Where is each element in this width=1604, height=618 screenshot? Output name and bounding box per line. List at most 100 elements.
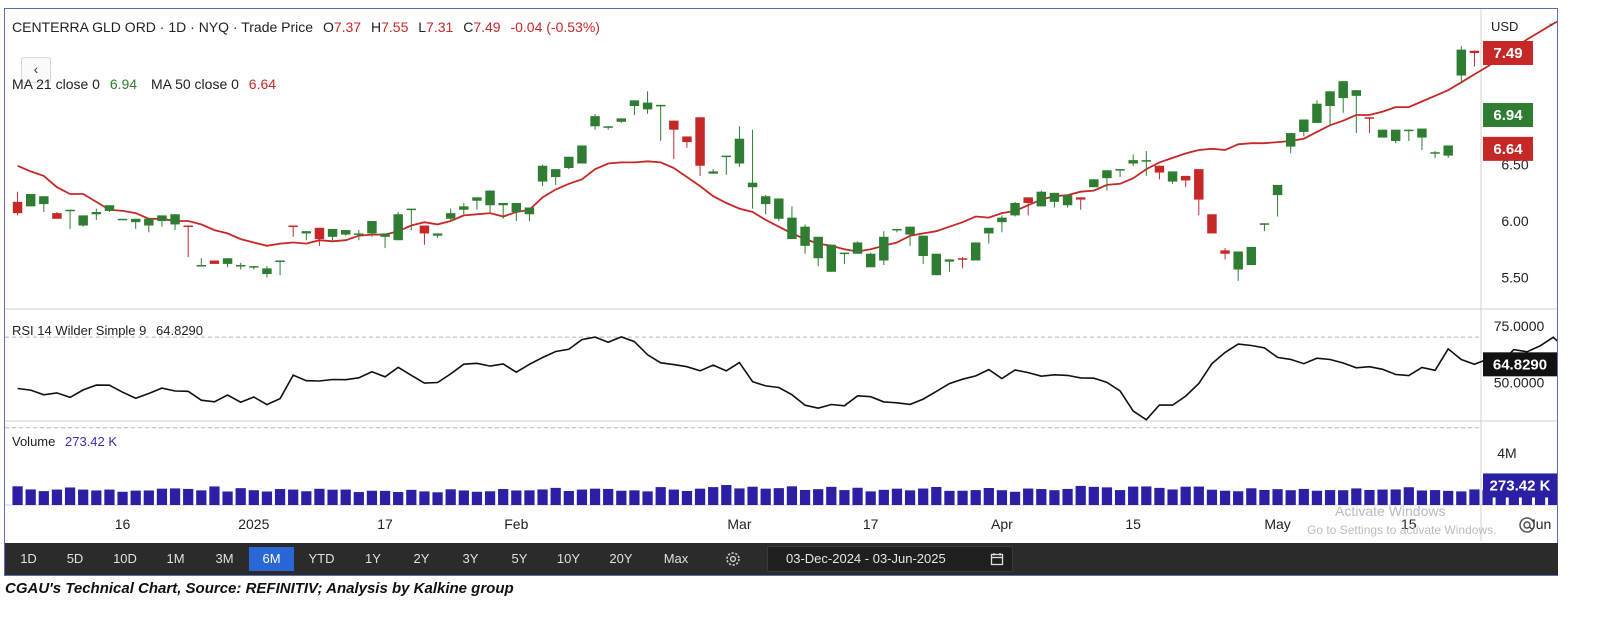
candle-body — [826, 244, 837, 272]
period-button-6m[interactable]: 6M — [249, 547, 294, 571]
volume-value: 273.42 K — [65, 434, 118, 449]
candle — [301, 231, 312, 241]
candle — [367, 221, 377, 237]
candle-body — [550, 169, 561, 178]
period-button-20y[interactable]: 20Y — [609, 551, 633, 566]
candle-body — [1075, 197, 1086, 200]
period-button-max[interactable]: Max — [663, 551, 689, 566]
volume-bar — [104, 489, 115, 505]
chevron-down-icon[interactable]: ⌄ — [1547, 17, 1557, 29]
volume-bar — [1508, 491, 1519, 505]
ma50-value: 6.64 — [248, 76, 277, 92]
candle-body — [406, 208, 417, 211]
volume-bar — [721, 485, 732, 505]
candle-body — [931, 253, 942, 276]
candle — [1338, 81, 1348, 113]
volume-bar — [156, 488, 168, 505]
volume-bar — [1062, 488, 1073, 505]
candle — [117, 218, 128, 221]
candle-body — [1312, 103, 1322, 123]
volume-bar — [865, 491, 876, 505]
volume-bar — [1403, 487, 1414, 505]
period-button-10y[interactable]: 10Y — [556, 551, 581, 566]
period-button-5d[interactable]: 5D — [66, 551, 84, 566]
period-button-1m[interactable]: 1M — [166, 551, 185, 566]
candle-body — [340, 230, 351, 235]
candle — [183, 225, 193, 258]
date-range-picker[interactable]: 03-Dec-2024 - 03-Jun-2025 — [767, 546, 1013, 572]
candle-body — [892, 228, 902, 231]
candle — [984, 227, 994, 244]
candle — [603, 126, 613, 130]
low-label: L — [418, 19, 427, 35]
candle — [1404, 129, 1414, 141]
candle-body — [1128, 160, 1138, 164]
chevron-left-icon: ‹ — [33, 61, 39, 77]
period-button-1y[interactable]: 1Y — [365, 551, 381, 566]
candle-body — [1010, 202, 1020, 216]
chart-settings-icon[interactable] — [1517, 515, 1537, 535]
candle-body — [1049, 192, 1060, 202]
candle — [813, 236, 823, 267]
candle-body — [970, 242, 981, 261]
calendar-icon[interactable] — [990, 552, 1004, 566]
candle-body — [1456, 49, 1467, 76]
candle — [222, 258, 233, 268]
period-button-3y[interactable]: 3Y — [462, 551, 479, 566]
candle — [642, 91, 653, 114]
candle — [865, 252, 876, 268]
candle — [1390, 129, 1401, 144]
candle — [708, 169, 718, 174]
volume-bar — [1272, 489, 1283, 505]
candle — [1102, 170, 1112, 191]
volume-bar — [642, 491, 653, 505]
period-button-3m[interactable]: 3M — [215, 551, 234, 566]
rsi-line — [17, 336, 1557, 421]
ma50-line — [17, 20, 1557, 253]
volume-tick-label: 4M — [1497, 445, 1516, 461]
period-button-1d[interactable]: 1D — [20, 551, 37, 566]
volume-bar — [1377, 489, 1388, 505]
volume-bar — [117, 491, 128, 505]
ma-legend: MA 21 close 0 6.94 MA 50 close 0 6.64 — [12, 76, 276, 92]
high-label: H — [370, 19, 382, 35]
candle-body — [249, 266, 259, 268]
candle — [1443, 145, 1453, 158]
date-range-start: 03-Dec-2024 — [786, 551, 862, 566]
volume-bar — [616, 490, 627, 505]
candle-body — [564, 156, 574, 169]
volume-bar — [261, 491, 273, 505]
period-button-5y[interactable]: 5Y — [511, 551, 528, 566]
candle-body — [314, 227, 325, 240]
candle-body — [12, 201, 23, 214]
back-button[interactable]: ‹ — [21, 57, 51, 83]
price-tick-label: 6.00 — [1501, 213, 1528, 229]
x-tick-label: 15 — [1125, 516, 1141, 532]
period-button-2y[interactable]: 2Y — [413, 551, 430, 566]
candle — [524, 207, 535, 222]
period-button-ytd[interactable]: YTD — [308, 551, 335, 566]
x-tick-label: 17 — [377, 516, 393, 532]
x-tick-label: May — [1264, 516, 1290, 532]
candle — [1325, 91, 1335, 127]
candle — [52, 212, 62, 219]
volume-bar — [524, 490, 535, 505]
volume-bar — [1534, 489, 1546, 505]
candle-body — [1259, 223, 1270, 225]
candle — [1154, 165, 1165, 180]
period-button-10d[interactable]: 10D — [113, 551, 137, 566]
candle-body — [39, 196, 49, 205]
volume-bar — [1233, 491, 1244, 505]
volume-bar — [1246, 488, 1257, 505]
candle — [1272, 184, 1283, 217]
volume-bar — [1469, 489, 1480, 505]
volume-bar — [38, 491, 49, 505]
candle-body — [1338, 81, 1348, 99]
x-tick-label: Mar — [727, 516, 751, 532]
close-price-tag-text: 7.49 — [1493, 45, 1522, 62]
gear-icon[interactable] — [724, 550, 742, 568]
candle-body — [682, 136, 692, 143]
rsi-legend: RSI 14 Wilder Simple 9 64.8290 — [12, 323, 203, 338]
volume-bar — [169, 488, 181, 505]
